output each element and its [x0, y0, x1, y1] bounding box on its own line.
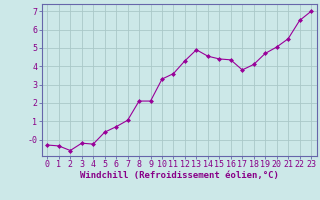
X-axis label: Windchill (Refroidissement éolien,°C): Windchill (Refroidissement éolien,°C): [80, 171, 279, 180]
